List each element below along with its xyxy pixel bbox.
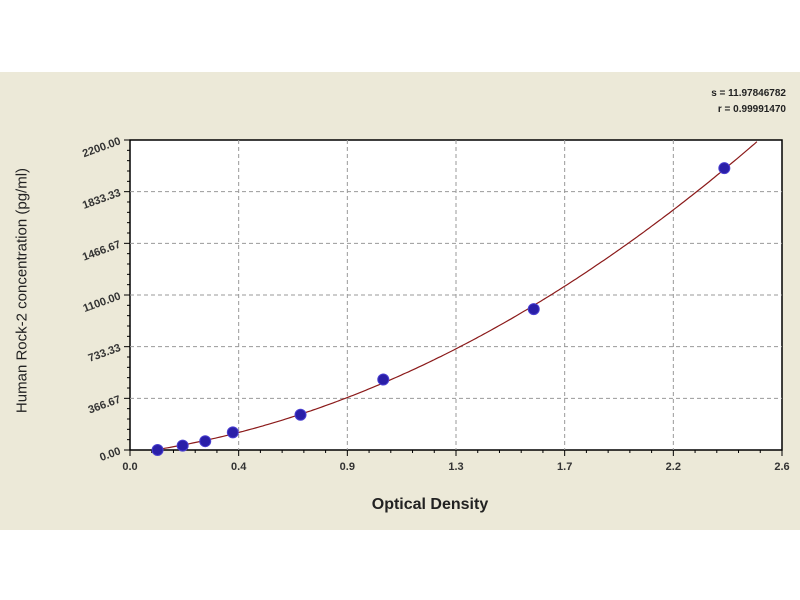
data-point: [294, 408, 307, 421]
x-tick-label: 0.9: [340, 461, 355, 473]
y-tick-label: 1100.00: [81, 290, 122, 315]
data-point: [151, 444, 164, 456]
fit-curve: [155, 141, 758, 451]
x-tick-label: 2.6: [774, 461, 789, 473]
x-tick-label: 0.4: [231, 461, 247, 473]
y-tick-label: 2200.00: [81, 135, 122, 160]
fit-r-value: r = 0.99991470: [717, 104, 786, 115]
data-point: [226, 426, 239, 439]
x-tick-label: 1.7: [557, 461, 572, 473]
data-point: [199, 435, 212, 448]
y-tick-label: 1833.33: [81, 187, 122, 212]
x-tick-label: 2.2: [666, 461, 681, 473]
x-tick-label: 0.0: [122, 461, 137, 473]
data-point: [377, 373, 390, 386]
y-tick-label: 1466.67: [81, 239, 122, 264]
y-tick-label: 733.33: [87, 342, 123, 365]
y-tick-label: 366.67: [87, 394, 123, 417]
fit-s-value: s = 11.97846782: [711, 88, 786, 99]
x-axis-label: Optical Density: [371, 496, 489, 513]
data-point: [527, 303, 540, 316]
x-tick-label: 1.3: [448, 461, 463, 473]
data-point: [176, 439, 189, 452]
y-tick-label: 0.00: [98, 445, 122, 464]
data-point: [718, 162, 731, 175]
